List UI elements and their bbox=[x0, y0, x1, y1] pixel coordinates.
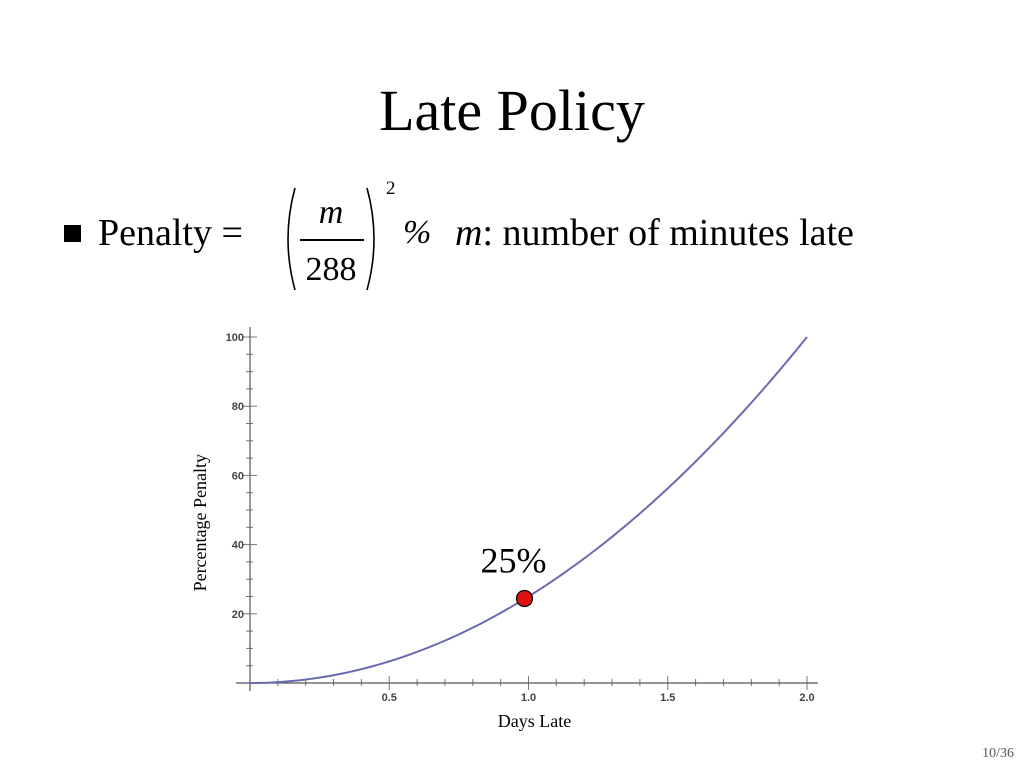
penalty-label: Penalty = bbox=[98, 212, 243, 254]
y-tick-label: 40 bbox=[232, 540, 244, 552]
chart-tick-labels: 0.5 1.0 1.5 2.0 20 40 60 80 100 bbox=[226, 332, 815, 704]
left-paren-icon bbox=[287, 187, 296, 291]
fraction-bar bbox=[300, 239, 364, 241]
highlight-point bbox=[515, 589, 534, 608]
bullet-square-icon bbox=[64, 225, 81, 242]
percent-sign: % bbox=[403, 214, 432, 251]
y-axis-label: Percentage Penalty bbox=[190, 454, 210, 591]
fraction-denominator: 288 bbox=[305, 251, 357, 288]
right-paren-icon bbox=[366, 187, 375, 291]
y-tick-label: 60 bbox=[232, 470, 244, 482]
slide-number: 10/36 bbox=[982, 746, 1014, 761]
variable-name: m bbox=[455, 212, 483, 254]
variable-description: m: number of minutes late bbox=[455, 208, 854, 258]
penalty-curve bbox=[249, 336, 808, 684]
fraction-numerator: m bbox=[318, 194, 344, 231]
y-tick-label: 100 bbox=[226, 332, 244, 344]
y-tick-label: 20 bbox=[232, 609, 244, 621]
x-tick-label: 1.0 bbox=[521, 692, 536, 704]
x-tick-label: 0.5 bbox=[382, 692, 397, 704]
exponent: 2 bbox=[386, 178, 396, 199]
x-axis-label: Days Late bbox=[498, 711, 571, 731]
y-tick-label: 80 bbox=[232, 401, 244, 413]
slide-title: Late Policy bbox=[379, 78, 645, 143]
highlight-label: 25% bbox=[481, 541, 547, 581]
variable-meaning: : number of minutes late bbox=[482, 212, 854, 254]
x-tick-label: 1.5 bbox=[660, 692, 675, 704]
chart-ticks bbox=[243, 336, 808, 690]
x-tick-label: 2.0 bbox=[799, 692, 814, 704]
